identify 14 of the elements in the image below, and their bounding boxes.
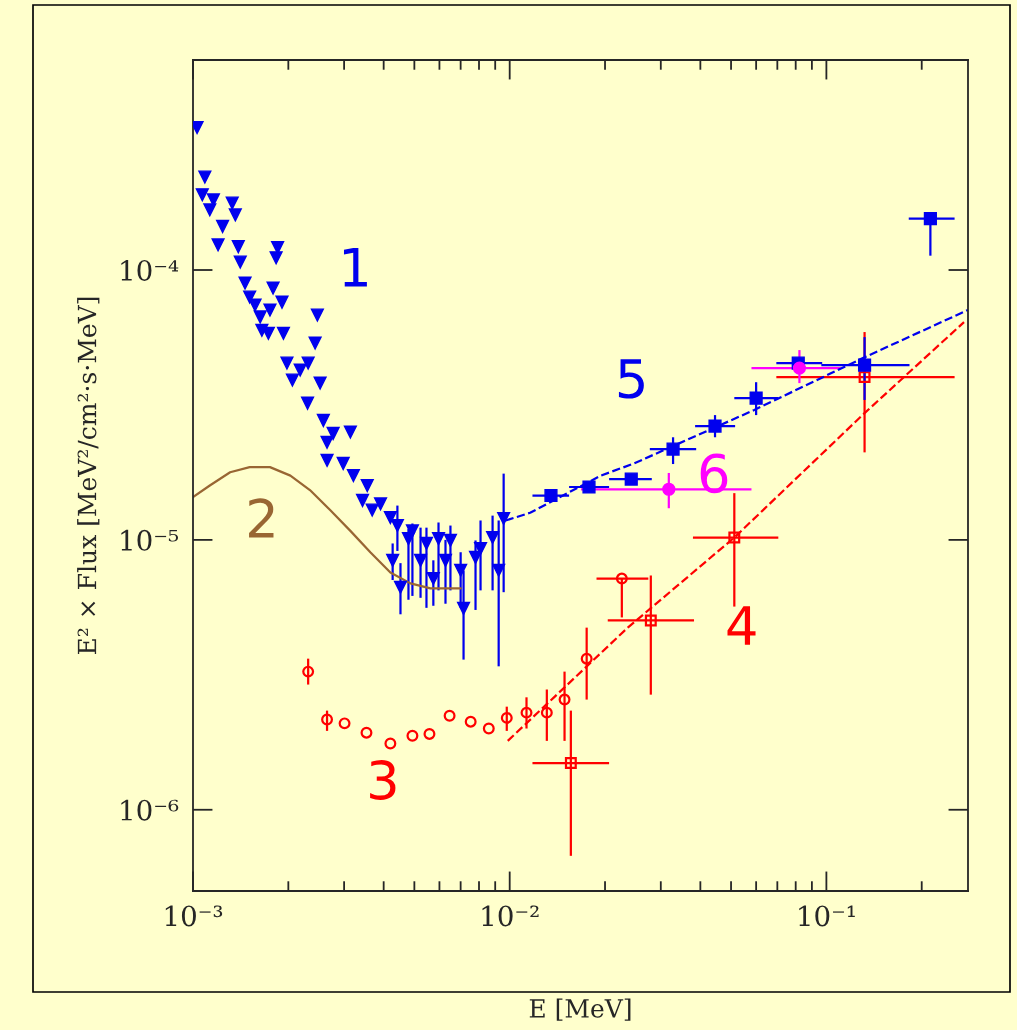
series-label: 4 — [727, 606, 756, 645]
series-label: 3 — [370, 760, 396, 800]
x-tick-label: 10⁻² — [482, 905, 539, 927]
y-tick-label: 10⁻⁶ — [121, 799, 179, 821]
series-label: 1 — [343, 247, 367, 287]
y-axis-title: E² × Flux [MeV²/cm²·s·MeV] — [77, 297, 100, 655]
series-label: 6 — [700, 453, 728, 494]
y-tick-label: 10⁻⁴ — [121, 259, 179, 281]
x-axis-title: E [MeV] — [529, 998, 631, 1021]
x-tick-label: 10⁻¹ — [799, 905, 855, 927]
x-tick-label: 10⁻³ — [165, 905, 223, 927]
series-label: 2 — [249, 498, 274, 538]
series-label: 5 — [618, 359, 644, 399]
y-tick-label: 10⁻⁵ — [121, 529, 179, 551]
